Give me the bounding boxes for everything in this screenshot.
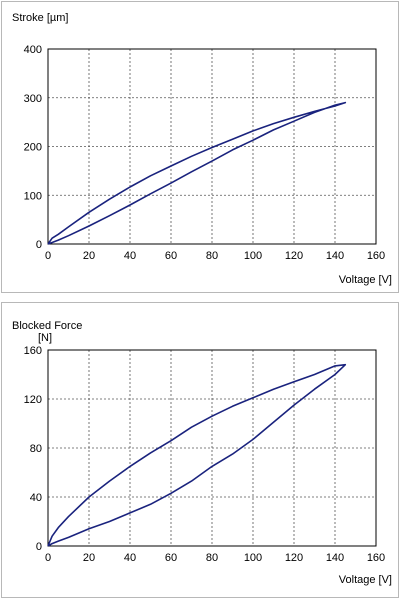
force-y-tick-label: 40 bbox=[30, 492, 42, 504]
force-chart-panel: Blocked Force [N] 0 20 40 60 80 100 120 140 160 0 40… bbox=[1, 302, 399, 598]
force-x-tick-label: 140 bbox=[326, 552, 344, 564]
force-plot-frame bbox=[47, 349, 377, 547]
stroke-x-tick-label: 140 bbox=[326, 250, 344, 262]
stroke-x-tick-label: 80 bbox=[206, 250, 218, 262]
stroke-y-tick-label: 300 bbox=[24, 93, 42, 105]
force-x-tick-label: 80 bbox=[206, 552, 218, 564]
force-y-axis-title: Blocked Force bbox=[12, 320, 82, 332]
stroke-x-tick-label: 60 bbox=[165, 250, 177, 262]
stroke-hysteresis-series-line bbox=[47, 101, 347, 245]
force-x-tick-label: 20 bbox=[83, 552, 95, 564]
stroke-x-tick-label: 160 bbox=[367, 250, 385, 262]
stroke-x-tick-label: 20 bbox=[83, 250, 95, 262]
force-y-tick-label: 160 bbox=[24, 345, 42, 357]
force-x-tick-label: 60 bbox=[165, 552, 177, 564]
stroke-y-tick-label: 200 bbox=[24, 142, 42, 154]
force-hysteresis-series-line bbox=[47, 363, 347, 547]
stroke-plot-frame bbox=[47, 48, 377, 245]
force-y-tick-label: 0 bbox=[36, 541, 42, 553]
stroke-chart: Stroke [µm] 0 20 40 60 80 100 120 140 160 0 100 200 3… bbox=[12, 12, 392, 286]
stroke-y-axis-title: Stroke [µm] bbox=[12, 12, 68, 24]
force-x-tick-label: 120 bbox=[285, 552, 303, 564]
stroke-y-tick-label: 0 bbox=[36, 239, 42, 251]
stroke-x-tick-label: 0 bbox=[45, 250, 51, 262]
stroke-x-tick-label: 100 bbox=[244, 250, 262, 262]
stroke-x-tick-label: 40 bbox=[124, 250, 136, 262]
force-x-tick-label: 0 bbox=[45, 552, 51, 564]
force-x-axis-title: Voltage [V] bbox=[339, 574, 392, 586]
force-y-tick-label: 80 bbox=[30, 443, 42, 455]
force-x-tick-label: 160 bbox=[367, 552, 385, 564]
stroke-y-tick-label: 100 bbox=[24, 190, 42, 202]
force-x-tick-label: 40 bbox=[124, 552, 136, 564]
stroke-y-tick-label: 400 bbox=[24, 44, 42, 56]
stroke-x-axis-title: Voltage [V] bbox=[339, 274, 392, 286]
force-x-tick-label: 100 bbox=[244, 552, 262, 564]
stroke-x-tick-label: 120 bbox=[285, 250, 303, 262]
force-y-tick-label: 120 bbox=[24, 394, 42, 406]
stroke-grid bbox=[47, 48, 377, 245]
force-y-axis-unit: [N] bbox=[38, 332, 52, 344]
stroke-chart-panel: Stroke [µm] 0 20 40 60 80 100 120 140 160 0 100 200 3… bbox=[1, 1, 399, 293]
force-chart: Blocked Force[N] 0 20 40 60 80 100 120 140 160 0 40… bbox=[12, 320, 392, 586]
